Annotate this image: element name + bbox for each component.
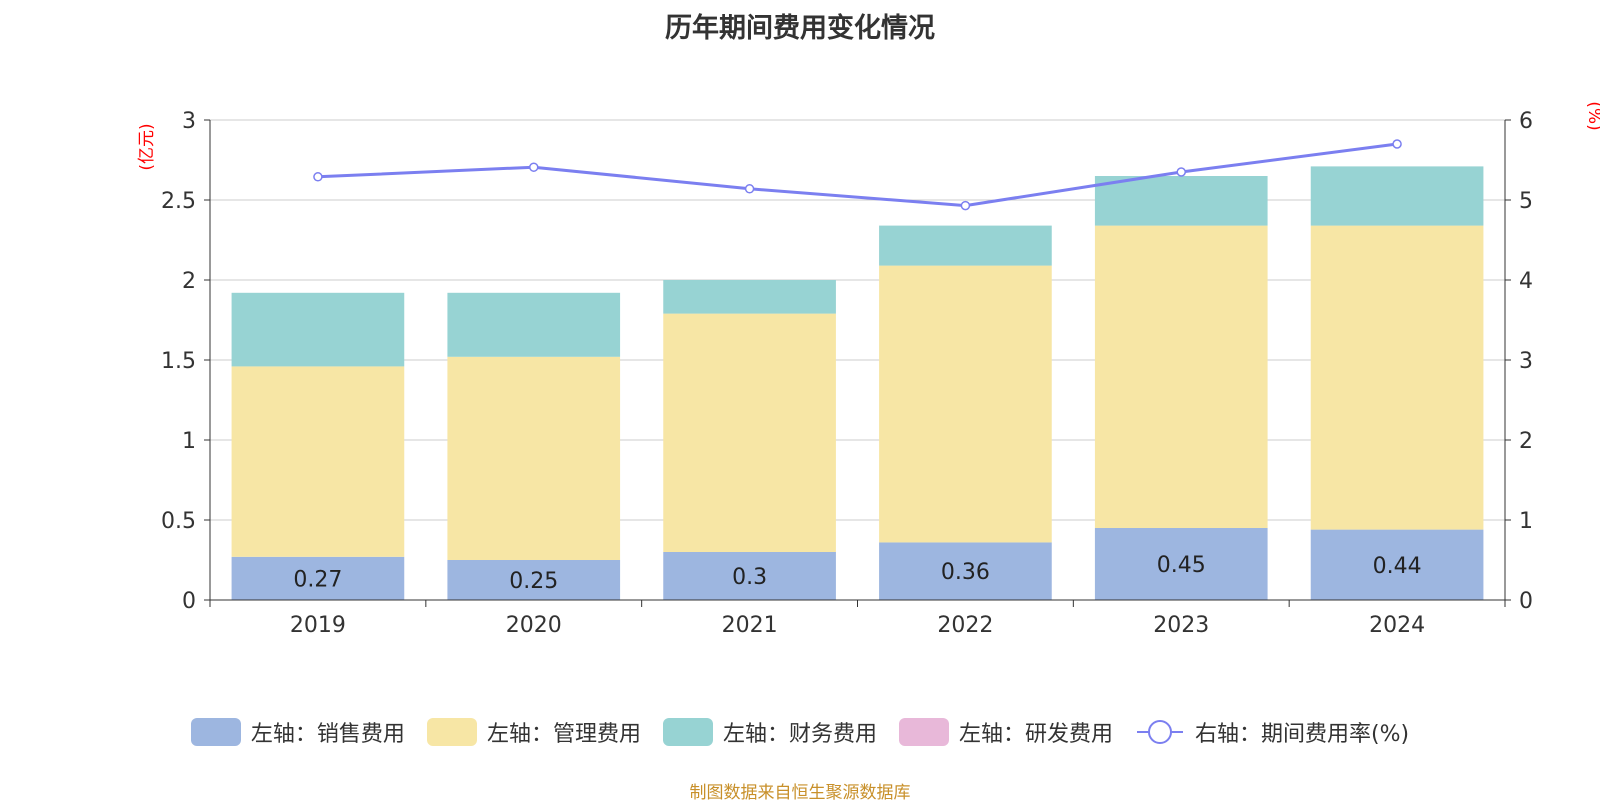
legend-item[interactable]: 左轴：销售费用 — [190, 716, 405, 748]
grid-lines — [210, 119, 1505, 521]
legend-label: 左轴：研发费用 — [958, 722, 1113, 747]
bar-value-label: 0.36 — [941, 560, 990, 585]
source-note: 制图数据来自恒生聚源数据库 — [689, 783, 911, 803]
bar-value-label: 0.25 — [509, 569, 558, 594]
bar-segment — [1310, 529, 1484, 600]
bar-segment — [447, 356, 621, 560]
rate-point — [744, 184, 755, 194]
right-tick-label: 3 — [1519, 349, 1533, 374]
bar-segment — [447, 560, 621, 600]
rate-line — [317, 142, 1398, 208]
bar-segment — [231, 366, 405, 557]
x-tick-label: 2024 — [1369, 613, 1425, 638]
right-tick-label: 0 — [1519, 589, 1533, 614]
bar-layer — [231, 166, 1484, 600]
bar-segment — [1094, 528, 1268, 600]
chart-title: 历年期间费用变化情况 — [665, 13, 935, 44]
left-tick-label: 2.5 — [161, 189, 196, 214]
left-tick-label: 1.5 — [161, 349, 196, 374]
right-tick-label: 4 — [1519, 269, 1533, 294]
legend-label: 左轴：管理费用 — [486, 722, 641, 747]
x-tick-label: 2022 — [937, 613, 993, 638]
bar-segment — [1310, 166, 1484, 226]
axes: 0 0.5 1 1.5 2 2.5 3 0 1 2 3 4 5 6 2019 2020 2021 2022 2023… — [137, 101, 1600, 638]
left-tick-label: 3 — [182, 109, 196, 134]
rate-point — [960, 200, 971, 211]
bar-segment — [879, 265, 1052, 543]
legend-label: 右轴：期间费用率(%) — [1194, 722, 1410, 747]
bar-segment — [879, 225, 1052, 266]
legend-swatch — [898, 718, 949, 746]
legend-item[interactable]: 左轴：研发费用 — [898, 716, 1113, 748]
legend-item[interactable]: 左轴：管理费用 — [426, 716, 641, 748]
left-tick-label: 2 — [182, 269, 196, 294]
rate-point — [1392, 139, 1402, 149]
right-tick-label: 6 — [1519, 109, 1533, 134]
x-tick-label: 2019 — [290, 613, 346, 638]
legend-label: 左轴：财务费用 — [722, 722, 877, 747]
right-tick-label: 1 — [1519, 509, 1533, 534]
bar-segment — [1310, 225, 1484, 530]
x-tick-label: 2021 — [722, 613, 778, 638]
bar-segment — [879, 542, 1052, 600]
right-axis-unit: (%) — [1584, 101, 1600, 130]
rate-point — [313, 172, 323, 182]
right-tick-label: 2 — [1519, 429, 1533, 454]
data-labels: 0.27 0.25 0.3 0.36 0.45 0.44 — [293, 553, 1421, 594]
bar-segment — [663, 313, 836, 552]
bar-segment — [663, 280, 836, 314]
bar-segment — [1094, 176, 1268, 226]
rate-point — [1176, 167, 1186, 177]
legend-item[interactable]: 右轴：期间费用率(%) — [1135, 716, 1409, 748]
bar-segment — [1094, 225, 1268, 528]
bar-segment — [663, 552, 836, 600]
bar-value-label: 0.3 — [732, 565, 767, 590]
left-tick-label: 0.5 — [161, 509, 196, 534]
bar-segment — [231, 292, 405, 367]
legend-label: 左轴：销售费用 — [250, 722, 405, 747]
x-tick-label: 2023 — [1153, 613, 1209, 638]
legend: 左轴：销售费用 左轴：管理费用 左轴：财务费用 左轴：研发费用 右轴：期间费用率(%) — [0, 716, 1600, 748]
legend-swatch — [426, 718, 477, 746]
legend-item[interactable]: 左轴：财务费用 — [662, 716, 877, 748]
right-tick-label: 5 — [1519, 189, 1533, 214]
rate-point — [529, 162, 539, 172]
left-tick-label: 0 — [182, 589, 196, 614]
legend-line-marker-icon — [1136, 720, 1183, 744]
left-tick-label: 1 — [182, 429, 196, 454]
bar-segment — [231, 556, 405, 600]
bar-value-label: 0.44 — [1373, 554, 1422, 579]
legend-swatch — [190, 718, 241, 746]
left-axis-unit: (亿元) — [137, 123, 157, 170]
legend-swatch — [662, 718, 713, 746]
bar-segment — [447, 292, 621, 357]
bar-value-label: 0.45 — [1157, 553, 1206, 578]
rate-line-layer — [313, 139, 1402, 211]
bar-value-label: 0.27 — [293, 567, 342, 592]
x-tick-label: 2020 — [506, 613, 562, 638]
